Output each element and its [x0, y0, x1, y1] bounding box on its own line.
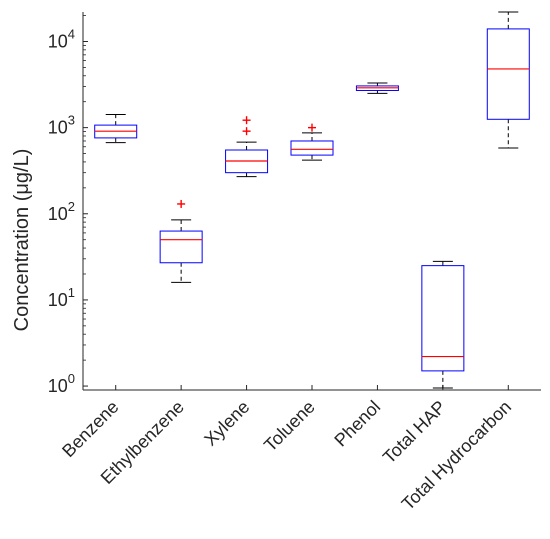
iqr-box	[159, 230, 203, 264]
y-tick-label: 103	[48, 113, 75, 138]
box-ethylbenzene	[159, 199, 203, 283]
x-category-label: Toluene	[260, 397, 319, 456]
y-tick-label: 101	[48, 285, 75, 310]
y-tick-label: 100	[48, 371, 75, 396]
box-benzene	[94, 114, 138, 144]
iqr-box	[290, 140, 334, 156]
box-phenol	[355, 82, 399, 94]
box-xylene	[225, 116, 269, 178]
x-category-label: Xylene	[200, 397, 253, 450]
y-tick-label: 102	[48, 199, 75, 224]
plot-area	[94, 11, 530, 389]
x-category-label: Phenol	[330, 397, 384, 451]
axes	[82, 12, 541, 391]
y-axis-title: Concentration (μg/L)	[11, 149, 33, 332]
x-category-label: Benzene	[58, 397, 122, 461]
x-category-label: Total HAP	[379, 397, 450, 468]
box-total-hap	[421, 260, 465, 389]
iqr-box	[421, 265, 465, 372]
y-tick-label: 104	[48, 26, 75, 51]
box-total-hydrocarbon	[486, 11, 530, 149]
x-category-label: Total Hydrocarbon	[398, 397, 515, 514]
box-toluene	[290, 123, 334, 161]
iqr-box	[486, 28, 530, 120]
